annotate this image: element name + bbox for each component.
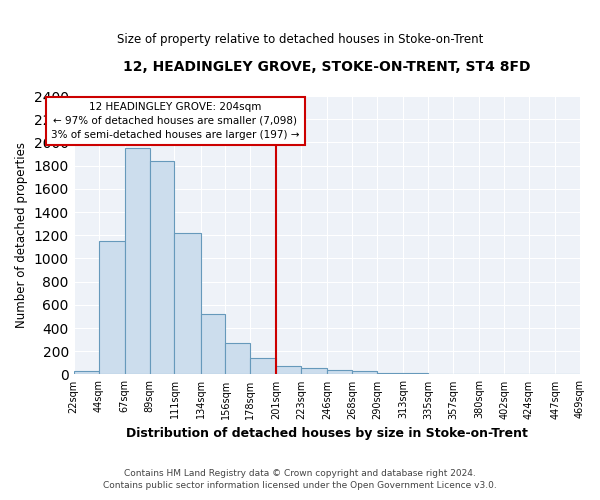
Bar (125, 148, 149, 374)
Bar (226, 343, 250, 374)
Bar (277, 366, 301, 374)
Y-axis label: Number of detached properties: Number of detached properties (15, 142, 28, 328)
Bar (328, 370, 352, 374)
Text: 12 HEADINGLEY GROVE: 204sqm
← 97% of detached houses are smaller (7,098)
3% of s: 12 HEADINGLEY GROVE: 204sqm ← 97% of det… (51, 102, 299, 140)
Bar (200, 314, 226, 374)
Bar (74, 371, 98, 374)
Bar (250, 358, 277, 374)
Bar (149, 161, 175, 374)
X-axis label: Distribution of detached houses by size in Stoke-on-Trent: Distribution of detached houses by size … (126, 427, 528, 440)
Text: Size of property relative to detached houses in Stoke-on-Trent: Size of property relative to detached ho… (117, 32, 483, 46)
Bar (301, 368, 328, 374)
Bar (352, 371, 377, 374)
Bar (175, 233, 200, 374)
Title: 12, HEADINGLEY GROVE, STOKE-ON-TRENT, ST4 8FD: 12, HEADINGLEY GROVE, STOKE-ON-TRENT, ST… (123, 60, 530, 74)
Bar (98, 241, 125, 374)
Text: Contains HM Land Registry data © Crown copyright and database right 2024.
Contai: Contains HM Land Registry data © Crown c… (103, 468, 497, 490)
